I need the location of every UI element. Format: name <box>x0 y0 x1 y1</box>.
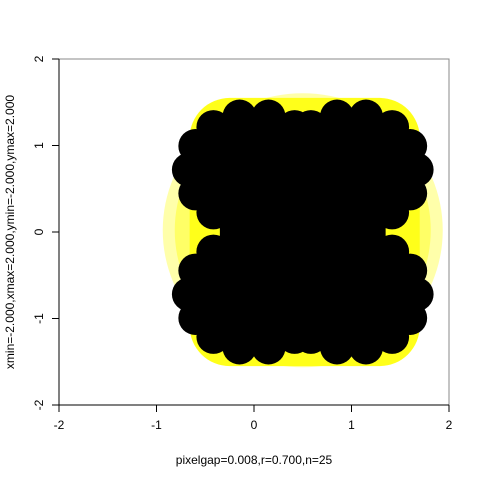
y-tick-label: 0 <box>32 228 46 235</box>
x-tick-label: -2 <box>54 418 65 432</box>
x-tick-label: 2 <box>446 418 453 432</box>
x-axis-label: pixelgap=0.008,r=0.700,n=25 <box>176 453 333 467</box>
set-bud <box>293 110 328 145</box>
y-axis-label: xmin=-2.000,xmax=2.000,ymin=-2.000,ymax=… <box>3 95 17 369</box>
x-tick-label: 1 <box>348 418 355 432</box>
set-bud <box>222 330 257 365</box>
x-tick-label: 0 <box>251 418 258 432</box>
y-tick-label: 1 <box>32 142 46 149</box>
y-tick-label: 2 <box>32 55 46 62</box>
set-bud <box>348 330 383 365</box>
set-bud <box>251 99 286 134</box>
set-bud <box>393 253 428 288</box>
set-bud <box>222 99 257 134</box>
y-tick-label: -1 <box>32 313 46 324</box>
fractal-image <box>162 93 443 368</box>
axes: -2 -1 0 1 2 -2 -1 0 1 2 <box>32 55 452 432</box>
x-tick-label: -1 <box>151 418 162 432</box>
set-bud <box>196 110 231 145</box>
set-bud <box>348 99 383 134</box>
set-bud <box>320 99 355 134</box>
set-bud <box>375 319 410 354</box>
set-bud <box>393 129 428 164</box>
set-bud <box>320 330 355 365</box>
y-tick-label: -2 <box>32 399 46 410</box>
set-core <box>219 201 386 263</box>
set-bud <box>251 330 286 365</box>
